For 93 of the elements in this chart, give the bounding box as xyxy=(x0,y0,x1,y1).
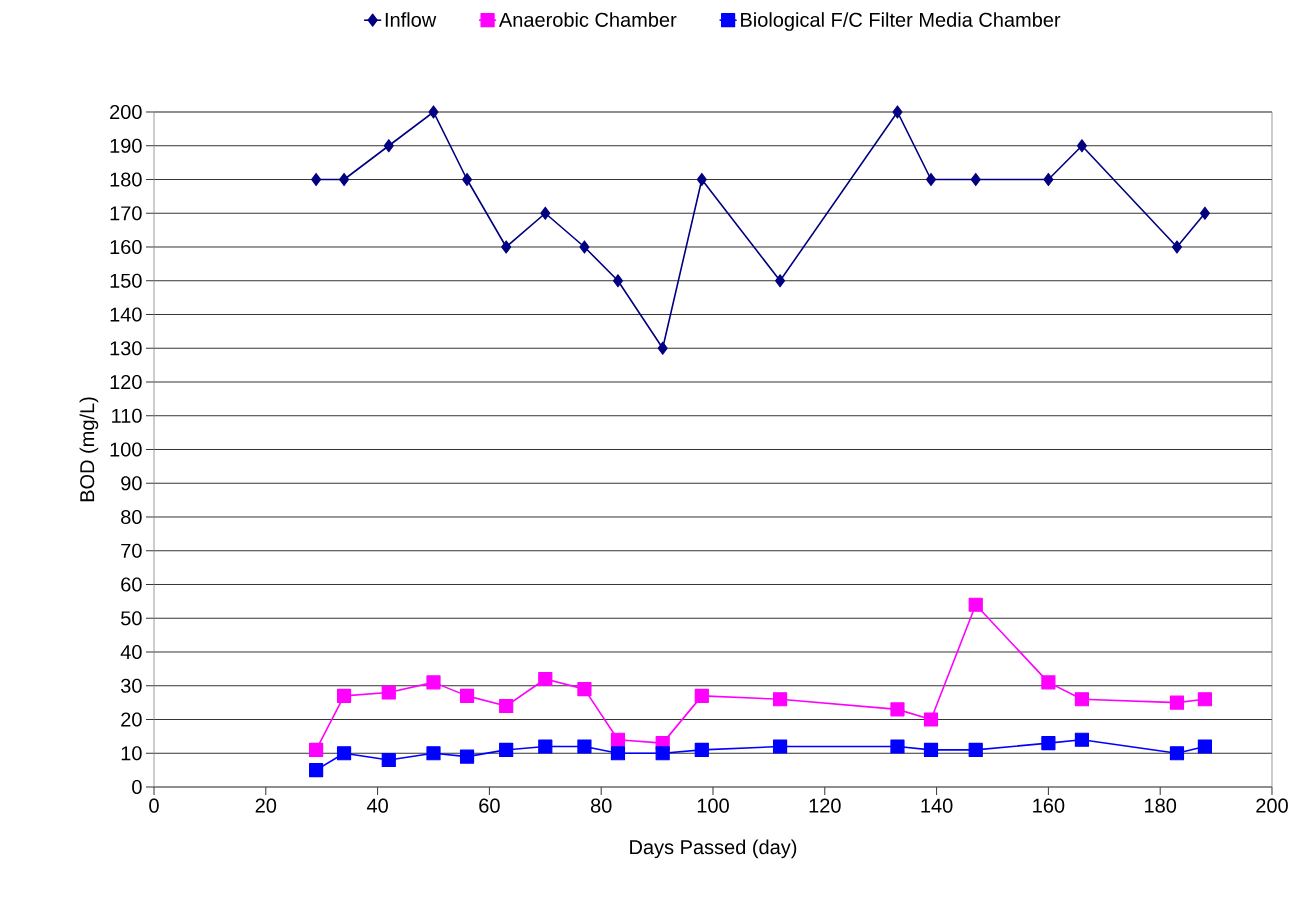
point xyxy=(1074,732,1090,747)
legend-label: Anaerobic Chamber xyxy=(498,12,677,27)
x-axis-title: Days Passed (day) xyxy=(630,839,797,859)
point xyxy=(461,172,473,187)
point xyxy=(1043,172,1054,187)
y-tick-label: 80 xyxy=(121,509,142,525)
x-tick-label: 100 xyxy=(697,798,729,813)
x-tick-label: 120 xyxy=(809,798,841,813)
y-tick-label: 70 xyxy=(121,543,142,558)
y-tick-label: 0 xyxy=(132,779,142,795)
point xyxy=(655,746,670,761)
x-tick-label: 160 xyxy=(1033,798,1065,813)
y-tick-label: 10 xyxy=(121,746,142,761)
point xyxy=(459,688,475,703)
y-tick-label: 140 xyxy=(110,307,142,322)
y-tick-label: 50 xyxy=(121,611,142,626)
point xyxy=(499,742,514,757)
legend-label: Inflow xyxy=(385,12,437,27)
point xyxy=(774,274,786,288)
point xyxy=(610,732,626,747)
y-tick-label: 40 xyxy=(120,644,142,660)
point xyxy=(923,712,939,727)
point xyxy=(336,688,352,703)
x-tick-label: 140 xyxy=(921,798,953,813)
y-tick-label: 110 xyxy=(112,408,142,423)
point xyxy=(1199,206,1211,220)
point xyxy=(612,274,624,288)
point xyxy=(309,742,324,757)
x-tick-label: 80 xyxy=(590,798,612,813)
y-tick-label: 60 xyxy=(121,577,142,592)
x-tick-label: 40 xyxy=(366,798,388,813)
point xyxy=(694,742,709,757)
y-tick-label: 100 xyxy=(110,442,142,457)
point xyxy=(501,240,512,254)
point xyxy=(1074,692,1090,707)
point xyxy=(577,739,592,754)
point xyxy=(772,739,788,754)
point xyxy=(311,172,322,187)
point xyxy=(499,698,514,714)
point xyxy=(925,172,937,187)
y-tick-label: 90 xyxy=(121,476,142,491)
point xyxy=(459,749,475,764)
point xyxy=(772,692,788,707)
point xyxy=(892,105,903,119)
point xyxy=(890,739,905,754)
point xyxy=(540,206,551,220)
point xyxy=(428,105,439,119)
point xyxy=(381,685,396,700)
y-tick-label: 170 xyxy=(110,206,142,221)
x-tick-label: 200 xyxy=(1256,798,1288,813)
point xyxy=(538,739,553,754)
legend-label: Biological F/C Filter Media Chamber xyxy=(741,12,1061,31)
point xyxy=(890,702,905,717)
point xyxy=(696,172,707,187)
point xyxy=(694,688,709,703)
point xyxy=(968,742,983,757)
point xyxy=(426,675,441,690)
point xyxy=(657,341,668,355)
y-tick-label: 150 xyxy=(110,273,142,288)
point xyxy=(1169,695,1185,710)
point xyxy=(610,746,626,761)
point xyxy=(577,682,592,697)
point xyxy=(383,139,394,153)
y-tick-label: 120 xyxy=(110,374,142,390)
point xyxy=(1041,736,1056,751)
y-tick-label: 180 xyxy=(110,172,142,187)
point xyxy=(338,172,350,187)
point xyxy=(426,746,441,761)
y-tick-label: 20 xyxy=(121,712,142,727)
y-tick-label: 200 xyxy=(110,104,142,120)
x-tick-label: 180 xyxy=(1145,798,1177,813)
y-tick-label: 130 xyxy=(110,341,142,356)
y-tick-label: 30 xyxy=(120,678,142,693)
point xyxy=(1197,692,1213,707)
point xyxy=(968,597,983,612)
point xyxy=(1171,240,1183,254)
point xyxy=(381,752,396,768)
point xyxy=(1041,675,1056,690)
point xyxy=(538,671,553,687)
point xyxy=(579,240,590,254)
y-tick-label: 190 xyxy=(110,138,142,153)
point xyxy=(336,746,352,761)
point xyxy=(1169,746,1185,761)
point xyxy=(309,763,324,778)
point xyxy=(970,172,981,187)
y-tick-label: 160 xyxy=(110,239,142,255)
x-tick-label: 20 xyxy=(255,798,277,813)
x-tick-label: 0 xyxy=(149,798,159,813)
y-axis-title: BOD (mg/L) xyxy=(79,397,99,502)
point xyxy=(1197,739,1213,754)
point xyxy=(923,742,939,757)
x-tick-label: 60 xyxy=(479,798,500,813)
point xyxy=(1076,139,1088,153)
